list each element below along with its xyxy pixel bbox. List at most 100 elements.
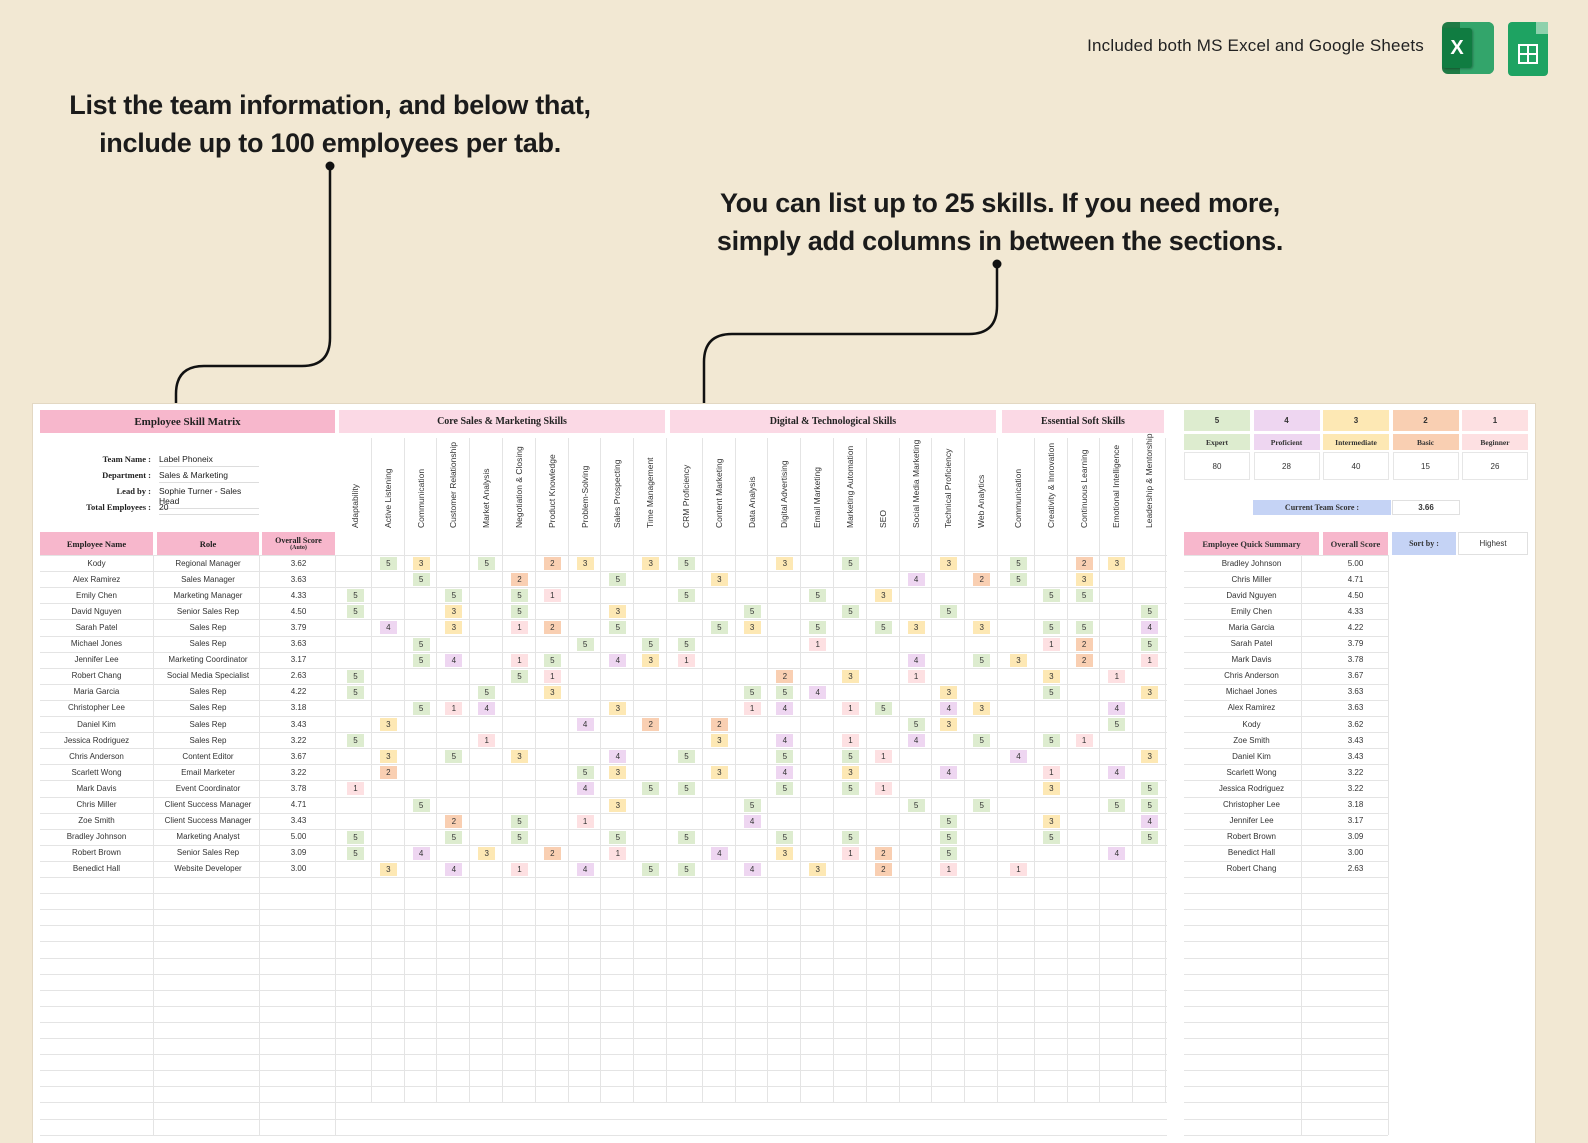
- rating-cell[interactable]: 3: [543, 685, 561, 699]
- rating-cell[interactable]: 5: [412, 798, 430, 812]
- employee-role[interactable]: Event Coordinator: [175, 783, 241, 793]
- employee-role[interactable]: Content Editor: [182, 751, 234, 761]
- employee-name[interactable]: Sarah Patel: [75, 622, 118, 632]
- rating-cell[interactable]: 3: [907, 621, 925, 635]
- rating-cell[interactable]: 5: [412, 637, 430, 651]
- employee-name[interactable]: Maria Garcia: [73, 687, 120, 697]
- rating-cell[interactable]: 5: [347, 685, 364, 699]
- rating-cell[interactable]: 5: [347, 830, 364, 844]
- rating-cell[interactable]: 3: [379, 750, 397, 764]
- rating-cell[interactable]: 5: [743, 605, 761, 619]
- rating-cell[interactable]: 3: [642, 557, 660, 571]
- rating-cell[interactable]: 3: [609, 701, 627, 715]
- employee-role[interactable]: Client Success Manager: [164, 800, 252, 810]
- rating-cell[interactable]: 4: [776, 701, 794, 715]
- employee-role[interactable]: Social Media Specialist: [166, 671, 250, 681]
- rating-cell[interactable]: 3: [379, 718, 397, 732]
- rating-cell[interactable]: 4: [1010, 750, 1027, 764]
- rating-cell[interactable]: 2: [973, 573, 991, 587]
- rating-cell[interactable]: 5: [1010, 573, 1027, 587]
- rating-cell[interactable]: 1: [842, 846, 859, 860]
- rating-cell[interactable]: 1: [576, 814, 594, 828]
- rating-cell[interactable]: 1: [842, 701, 859, 715]
- rating-cell[interactable]: 5: [511, 830, 528, 844]
- rating-cell[interactable]: 5: [511, 605, 528, 619]
- rating-cell[interactable]: 5: [907, 718, 925, 732]
- rating-cell[interactable]: 3: [1141, 750, 1159, 764]
- rating-cell[interactable]: 1: [1010, 862, 1027, 876]
- rating-cell[interactable]: 5: [809, 589, 827, 603]
- rating-cell[interactable]: 5: [776, 685, 794, 699]
- employee-name[interactable]: Jennifer Lee: [74, 655, 119, 665]
- employee-name[interactable]: Chris Anderson: [69, 751, 124, 761]
- rating-cell[interactable]: 1: [940, 862, 958, 876]
- employee-role[interactable]: Senior Sales Rep: [176, 606, 240, 616]
- rating-cell[interactable]: 2: [1075, 653, 1093, 667]
- rating-cell[interactable]: 3: [776, 557, 794, 571]
- rating-cell[interactable]: 4: [576, 718, 594, 732]
- employee-name[interactable]: Zoe Smith: [78, 816, 115, 826]
- rating-cell[interactable]: 3: [379, 862, 397, 876]
- rating-cell[interactable]: 2: [642, 718, 660, 732]
- rating-cell[interactable]: 3: [511, 750, 528, 764]
- employee-role[interactable]: Sales Rep: [189, 719, 227, 729]
- team-info-value[interactable]: 20: [159, 502, 259, 515]
- rating-cell[interactable]: 2: [1075, 637, 1093, 651]
- rating-cell[interactable]: 5: [1075, 589, 1093, 603]
- rating-cell[interactable]: 1: [511, 653, 528, 667]
- rating-cell[interactable]: 5: [511, 589, 528, 603]
- rating-cell[interactable]: 3: [576, 557, 594, 571]
- rating-cell[interactable]: 1: [543, 669, 561, 683]
- rating-cell[interactable]: 2: [543, 621, 561, 635]
- rating-cell[interactable]: 5: [940, 814, 958, 828]
- rating-cell[interactable]: 5: [412, 701, 430, 715]
- employee-name[interactable]: Bradley Johnson: [66, 832, 127, 842]
- rating-cell[interactable]: 4: [907, 653, 925, 667]
- rating-cell[interactable]: 5: [478, 685, 496, 699]
- rating-cell[interactable]: 5: [1141, 798, 1159, 812]
- rating-cell[interactable]: 4: [743, 862, 761, 876]
- employee-role[interactable]: Email Marketer: [181, 767, 235, 777]
- rating-cell[interactable]: 4: [609, 653, 627, 667]
- rating-cell[interactable]: 5: [874, 701, 892, 715]
- rating-cell[interactable]: 5: [940, 830, 958, 844]
- rating-cell[interactable]: 5: [678, 750, 695, 764]
- team-info-value[interactable]: Sophie Turner - Sales Head: [159, 486, 259, 509]
- rating-cell[interactable]: 5: [347, 846, 364, 860]
- rating-cell[interactable]: 1: [1075, 734, 1093, 748]
- employee-role[interactable]: Website Developer: [174, 864, 242, 874]
- employee-name[interactable]: Kody: [87, 558, 106, 568]
- employee-name[interactable]: Emily Chen: [76, 590, 117, 600]
- rating-cell[interactable]: 5: [347, 669, 364, 683]
- rating-cell[interactable]: 5: [1141, 605, 1159, 619]
- employee-name[interactable]: David Nguyen: [71, 606, 122, 616]
- rating-cell[interactable]: 1: [874, 782, 892, 796]
- team-info-value[interactable]: Label Phoneix: [159, 454, 259, 467]
- rating-cell[interactable]: 3: [940, 557, 958, 571]
- rating-cell[interactable]: 4: [478, 701, 496, 715]
- rating-cell[interactable]: 1: [1141, 653, 1159, 667]
- rating-cell[interactable]: 5: [973, 653, 991, 667]
- rating-cell[interactable]: 5: [1042, 734, 1060, 748]
- rating-cell[interactable]: 5: [379, 557, 397, 571]
- rating-cell[interactable]: 5: [642, 637, 660, 651]
- rating-cell[interactable]: 1: [511, 862, 528, 876]
- rating-cell[interactable]: 1: [907, 669, 925, 683]
- rating-cell[interactable]: 4: [1141, 621, 1159, 635]
- rating-cell[interactable]: 5: [576, 766, 594, 780]
- rating-cell[interactable]: 1: [609, 846, 627, 860]
- rating-cell[interactable]: 3: [973, 621, 991, 635]
- rating-cell[interactable]: 3: [842, 669, 859, 683]
- rating-cell[interactable]: 5: [347, 589, 364, 603]
- rating-cell[interactable]: 3: [842, 766, 859, 780]
- rating-cell[interactable]: 5: [678, 557, 695, 571]
- rating-cell[interactable]: 1: [809, 637, 827, 651]
- rating-cell[interactable]: 5: [1108, 718, 1126, 732]
- rating-cell[interactable]: 3: [1141, 685, 1159, 699]
- rating-cell[interactable]: 5: [973, 798, 991, 812]
- rating-cell[interactable]: 5: [478, 557, 496, 571]
- rating-cell[interactable]: 5: [1042, 589, 1060, 603]
- rating-cell[interactable]: 4: [1108, 766, 1126, 780]
- rating-cell[interactable]: 5: [809, 621, 827, 635]
- rating-cell[interactable]: 5: [842, 557, 859, 571]
